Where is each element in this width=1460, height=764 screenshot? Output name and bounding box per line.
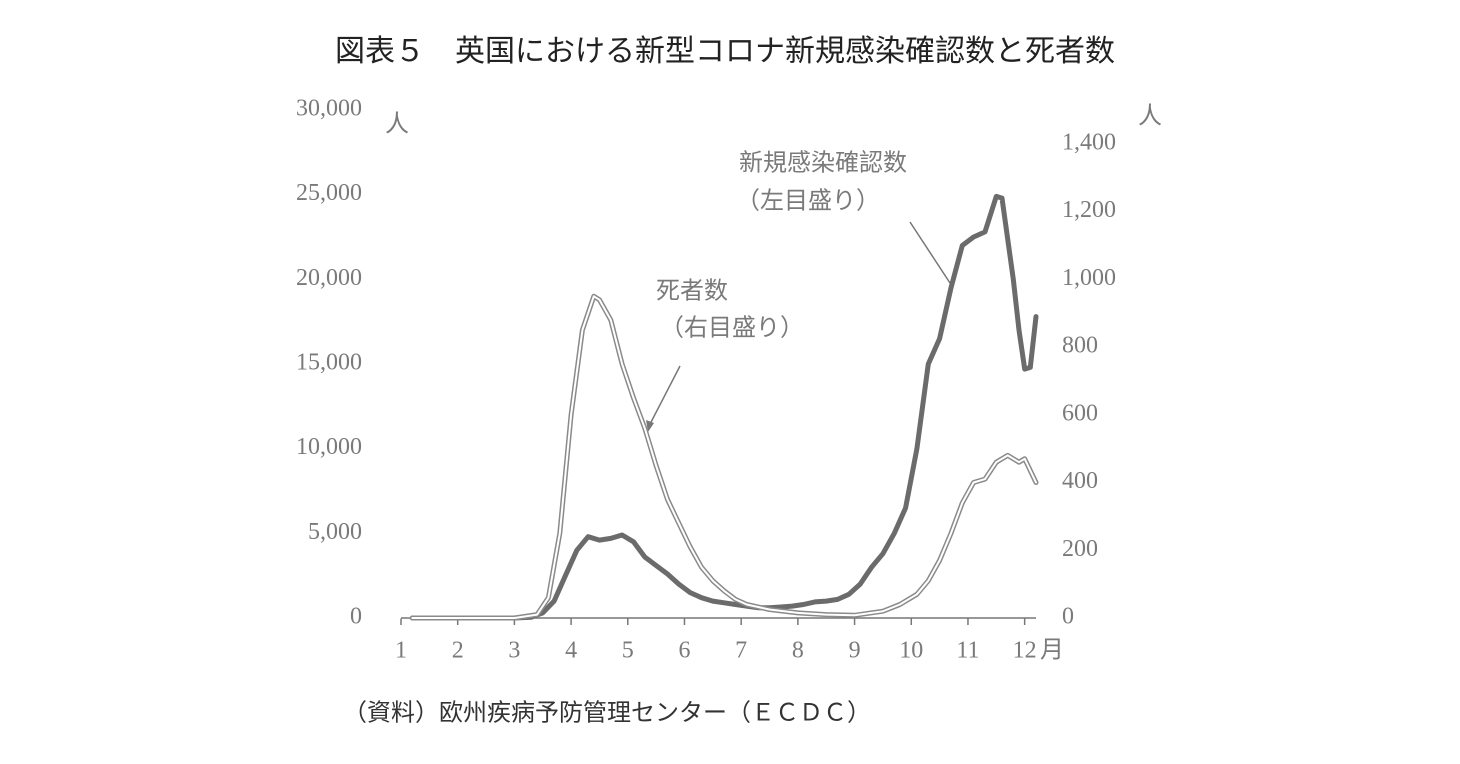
y2-tick-label: 800 (1062, 333, 1098, 359)
x-tick-label: 2 (452, 638, 464, 664)
y-tick-label: 0 (350, 604, 362, 630)
y2-tick-label: 1,000 (1062, 265, 1116, 291)
y-tick-label: 30,000 (296, 96, 362, 122)
y-tick-label: 5,000 (308, 519, 362, 545)
annotation: （左目盛り） (736, 188, 880, 215)
annotation: 死者数 (656, 278, 728, 305)
x-tick-label: 8 (792, 638, 804, 664)
x-tick-label: 10 (899, 638, 923, 664)
x-tick-label: 12 (1013, 638, 1037, 664)
x-axis-unit: 月 (1040, 638, 1064, 664)
chart-title: 図表５ 英国における新型コロナ新規感染確認数と死者数 (335, 35, 1115, 68)
arrow-head (646, 420, 654, 432)
x-tick-label: 6 (678, 638, 690, 664)
y2-axis-unit: 人 (1138, 104, 1162, 130)
x-tick-label: 11 (956, 638, 979, 664)
series-line-inner (411, 295, 1037, 619)
series-line (409, 293, 1039, 621)
annotation: （右目盛り） (660, 315, 804, 342)
y-tick-label: 25,000 (296, 180, 362, 206)
y-tick-label: 15,000 (296, 350, 362, 376)
x-tick-label: 3 (508, 638, 520, 664)
y-axis-unit: 人 (385, 112, 409, 138)
x-tick-label: 1 (395, 638, 407, 664)
y2-tick-label: 600 (1062, 400, 1098, 426)
y2-tick-label: 200 (1062, 536, 1098, 562)
x-tick-label: 4 (565, 638, 577, 664)
x-tick-label: 9 (849, 638, 861, 664)
y-tick-label: 10,000 (296, 434, 362, 460)
series-line (409, 193, 1039, 621)
x-tick-label: 7 (735, 638, 747, 664)
annotation: 新規感染確認数 (739, 150, 907, 177)
leader-line (647, 365, 681, 429)
y2-tick-label: 400 (1062, 468, 1098, 494)
y2-tick-label: 0 (1062, 604, 1074, 630)
leader-line (909, 221, 951, 284)
y2-tick-label: 1,200 (1062, 197, 1116, 223)
y-tick-label: 20,000 (296, 265, 362, 291)
source-note: （資料）欧州疾病予防管理センター（ＥＣＤＣ） (343, 700, 871, 727)
y2-tick-label: 1,400 (1062, 129, 1116, 155)
x-tick-label: 5 (622, 638, 634, 664)
